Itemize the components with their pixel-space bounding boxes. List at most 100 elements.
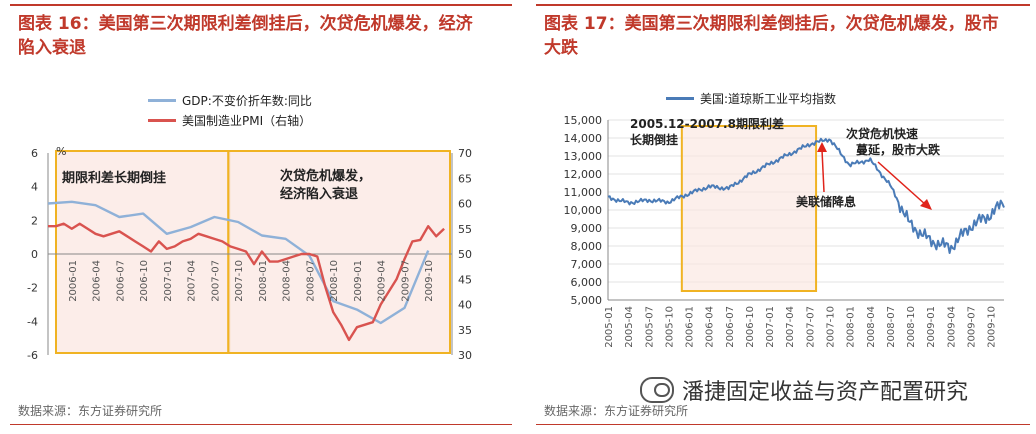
x-tick-label: 2009-07 [966, 306, 977, 348]
legend-label-djia: 美国:道琼斯工业平均指数 [700, 91, 837, 106]
x-tick-label: 2008-10 [329, 260, 340, 302]
bottom-divider [536, 424, 1030, 425]
annotation-crash-line2: 蔓延，股市大跌 [856, 142, 941, 157]
x-tick-label: 2009-10 [424, 260, 435, 302]
x-tick-label: 2007-04 [785, 306, 796, 348]
legend-label-gdp: GDP:不变价折年数:同比 [182, 93, 312, 108]
legend-swatch-pmi [148, 118, 176, 122]
x-tick-label: 2009-01 [353, 260, 364, 302]
y-tick-label: 11,000 [564, 186, 603, 199]
source-note: 数据来源：东方证券研究所 [18, 404, 163, 418]
x-tick-label: 2008-07 [886, 306, 897, 348]
legend: 美国:道琼斯工业平均指数 [666, 88, 836, 108]
x-tick-label: 2009-07 [400, 260, 411, 302]
x-tick-label: 2005-04 [624, 306, 635, 348]
annotation-crash-line1: 次贷危机快速 [846, 126, 918, 141]
gdp-pmi-chart-panel: 图表 16：美国第三次期限利差倒挂后，次贷危机爆发，经济陷入衰退 GDP:不变价… [10, 4, 512, 425]
x-tick-label: 2008-10 [906, 306, 917, 348]
x-tick-label: 2005-07 [644, 306, 655, 348]
chart-title: 图表 17：美国第三次期限利差倒挂后，次贷危机爆发，股市大跌 [544, 14, 999, 58]
x-tick-label: 2009-04 [377, 260, 388, 302]
x-tick-label: 2006-07 [725, 306, 736, 348]
y-tick-label: 6,000 [571, 276, 603, 289]
x-tick-label: 2006-01 [685, 306, 696, 348]
x-tick-label: 2006-01 [68, 260, 79, 302]
y-right-tick-label: 55 [458, 223, 472, 236]
annotation-inversion-line1: 2005.12-2007.8期限利差 [630, 116, 784, 131]
x-tick-label: 2007-10 [825, 306, 836, 348]
series-line-djia [607, 137, 1005, 254]
x-tick-label: 2005-10 [664, 306, 675, 348]
legend-item-gdp: GDP:不变价折年数:同比 [148, 90, 312, 110]
y-left-tick-label: 0 [31, 248, 38, 261]
x-tick-label: 2009-01 [926, 306, 937, 348]
x-tick-label: 2009-04 [946, 306, 957, 348]
x-tick-label: 2007-10 [234, 260, 245, 302]
y-right-tick-label: 45 [458, 273, 472, 286]
source-note: 数据来源：东方证券研究所 [544, 404, 689, 418]
watermark: 潘捷固定收益与资产配置研究 [640, 374, 968, 406]
y-tick-label: 5,000 [571, 294, 603, 307]
top-divider [536, 4, 1030, 6]
y-right-tick-label: 50 [458, 248, 472, 261]
series-line-gdp [47, 200, 430, 325]
legend-swatch-djia [666, 96, 694, 100]
y-right-tick-label: 40 [458, 299, 472, 312]
x-tick-label: 2007-07 [805, 306, 816, 348]
legend-item-djia: 美国:道琼斯工业平均指数 [666, 88, 836, 108]
legend-item-pmi: 美国制造业PMI（右轴） [148, 110, 312, 130]
watermark-text: 潘捷固定收益与资产配置研究 [682, 380, 969, 405]
dow-jones-chart-panel: 图表 17：美国第三次期限利差倒挂后，次贷危机爆发，股市大跌 美国:道琼斯工业平… [526, 0, 1036, 434]
gdp-pmi-chart: -6 -4 -2 0 2 4 6 30 35 40 45 50 55 60 65 70 2006-01 2006-… [27, 145, 472, 362]
y-right-tick-label: 30 [458, 349, 472, 362]
y-left-tick-label: 4 [31, 181, 38, 194]
y-right-tick-label: 65 [458, 172, 472, 185]
arrow-market-crash [877, 161, 932, 210]
y-left-tick-label: 6 [31, 147, 38, 160]
y-tick-label: 12,000 [564, 168, 603, 181]
annotation-inversion-line2: 长期倒挂 [630, 132, 678, 147]
legend-swatch-gdp [148, 98, 176, 102]
x-tick-label: 2006-10 [745, 306, 756, 348]
top-divider [10, 4, 512, 6]
y-tick-label: 10,000 [564, 204, 603, 217]
y-tick-label: 14,000 [564, 132, 603, 145]
x-tick-label: 2006-04 [92, 260, 103, 302]
annotation-crisis-line1: 次贷危机爆发， [280, 168, 371, 184]
x-tick-label: 2007-04 [187, 260, 198, 302]
y-left-tick-label: -2 [27, 282, 38, 295]
x-tick-label: 2007-01 [163, 260, 174, 302]
y-right-tick-label: 35 [458, 324, 472, 337]
dow-jones-chart: 5,000 6,000 7,000 8,000 9,000 10,000 11,000 12,… [564, 114, 1005, 348]
y-tick-label: 13,000 [564, 150, 603, 163]
y-unit-label: % [56, 145, 66, 158]
x-tick-label: 2008-04 [866, 306, 877, 348]
legend-label-pmi: 美国制造业PMI（右轴） [182, 113, 312, 128]
wechat-icon [640, 377, 674, 403]
annotation-crisis-line2: 经济陷入衰退 [280, 186, 358, 202]
x-tick-label: 2008-07 [305, 260, 316, 302]
y-tick-label: 15,000 [564, 114, 603, 127]
x-tick-label: 2008-01 [258, 260, 269, 302]
y-right-tick-label: 70 [458, 147, 472, 160]
x-tick-label: 2006-07 [115, 260, 126, 302]
annotation-fed-cut: 美联储降息 [796, 194, 856, 209]
y-tick-label: 9,000 [571, 222, 603, 235]
y-tick-label: 8,000 [571, 240, 603, 253]
bottom-divider [10, 424, 512, 425]
y-left-tick-label: -4 [27, 315, 38, 328]
y-left-tick-label: 2 [31, 214, 38, 227]
x-tick-label: 2009-10 [987, 306, 998, 348]
chart-title: 图表 16：美国第三次期限利差倒挂后，次贷危机爆发，经济陷入衰退 [18, 14, 473, 58]
annotation-inversion: 期限利差长期倒挂 [62, 170, 166, 186]
x-tick-label: 2007-07 [210, 260, 221, 302]
series-line-pmi [48, 222, 445, 342]
x-tick-label: 2008-01 [846, 306, 857, 348]
y-left-tick-label: -6 [27, 349, 38, 362]
x-tick-label: 2006-04 [705, 306, 716, 348]
x-tick-label: 2007-01 [765, 306, 776, 348]
arrow-fed-cut [817, 142, 827, 193]
x-tick-label: 2006-10 [139, 260, 150, 302]
legend: GDP:不变价折年数:同比 美国制造业PMI（右轴） [148, 90, 312, 130]
x-tick-label: 2005-01 [604, 306, 615, 348]
